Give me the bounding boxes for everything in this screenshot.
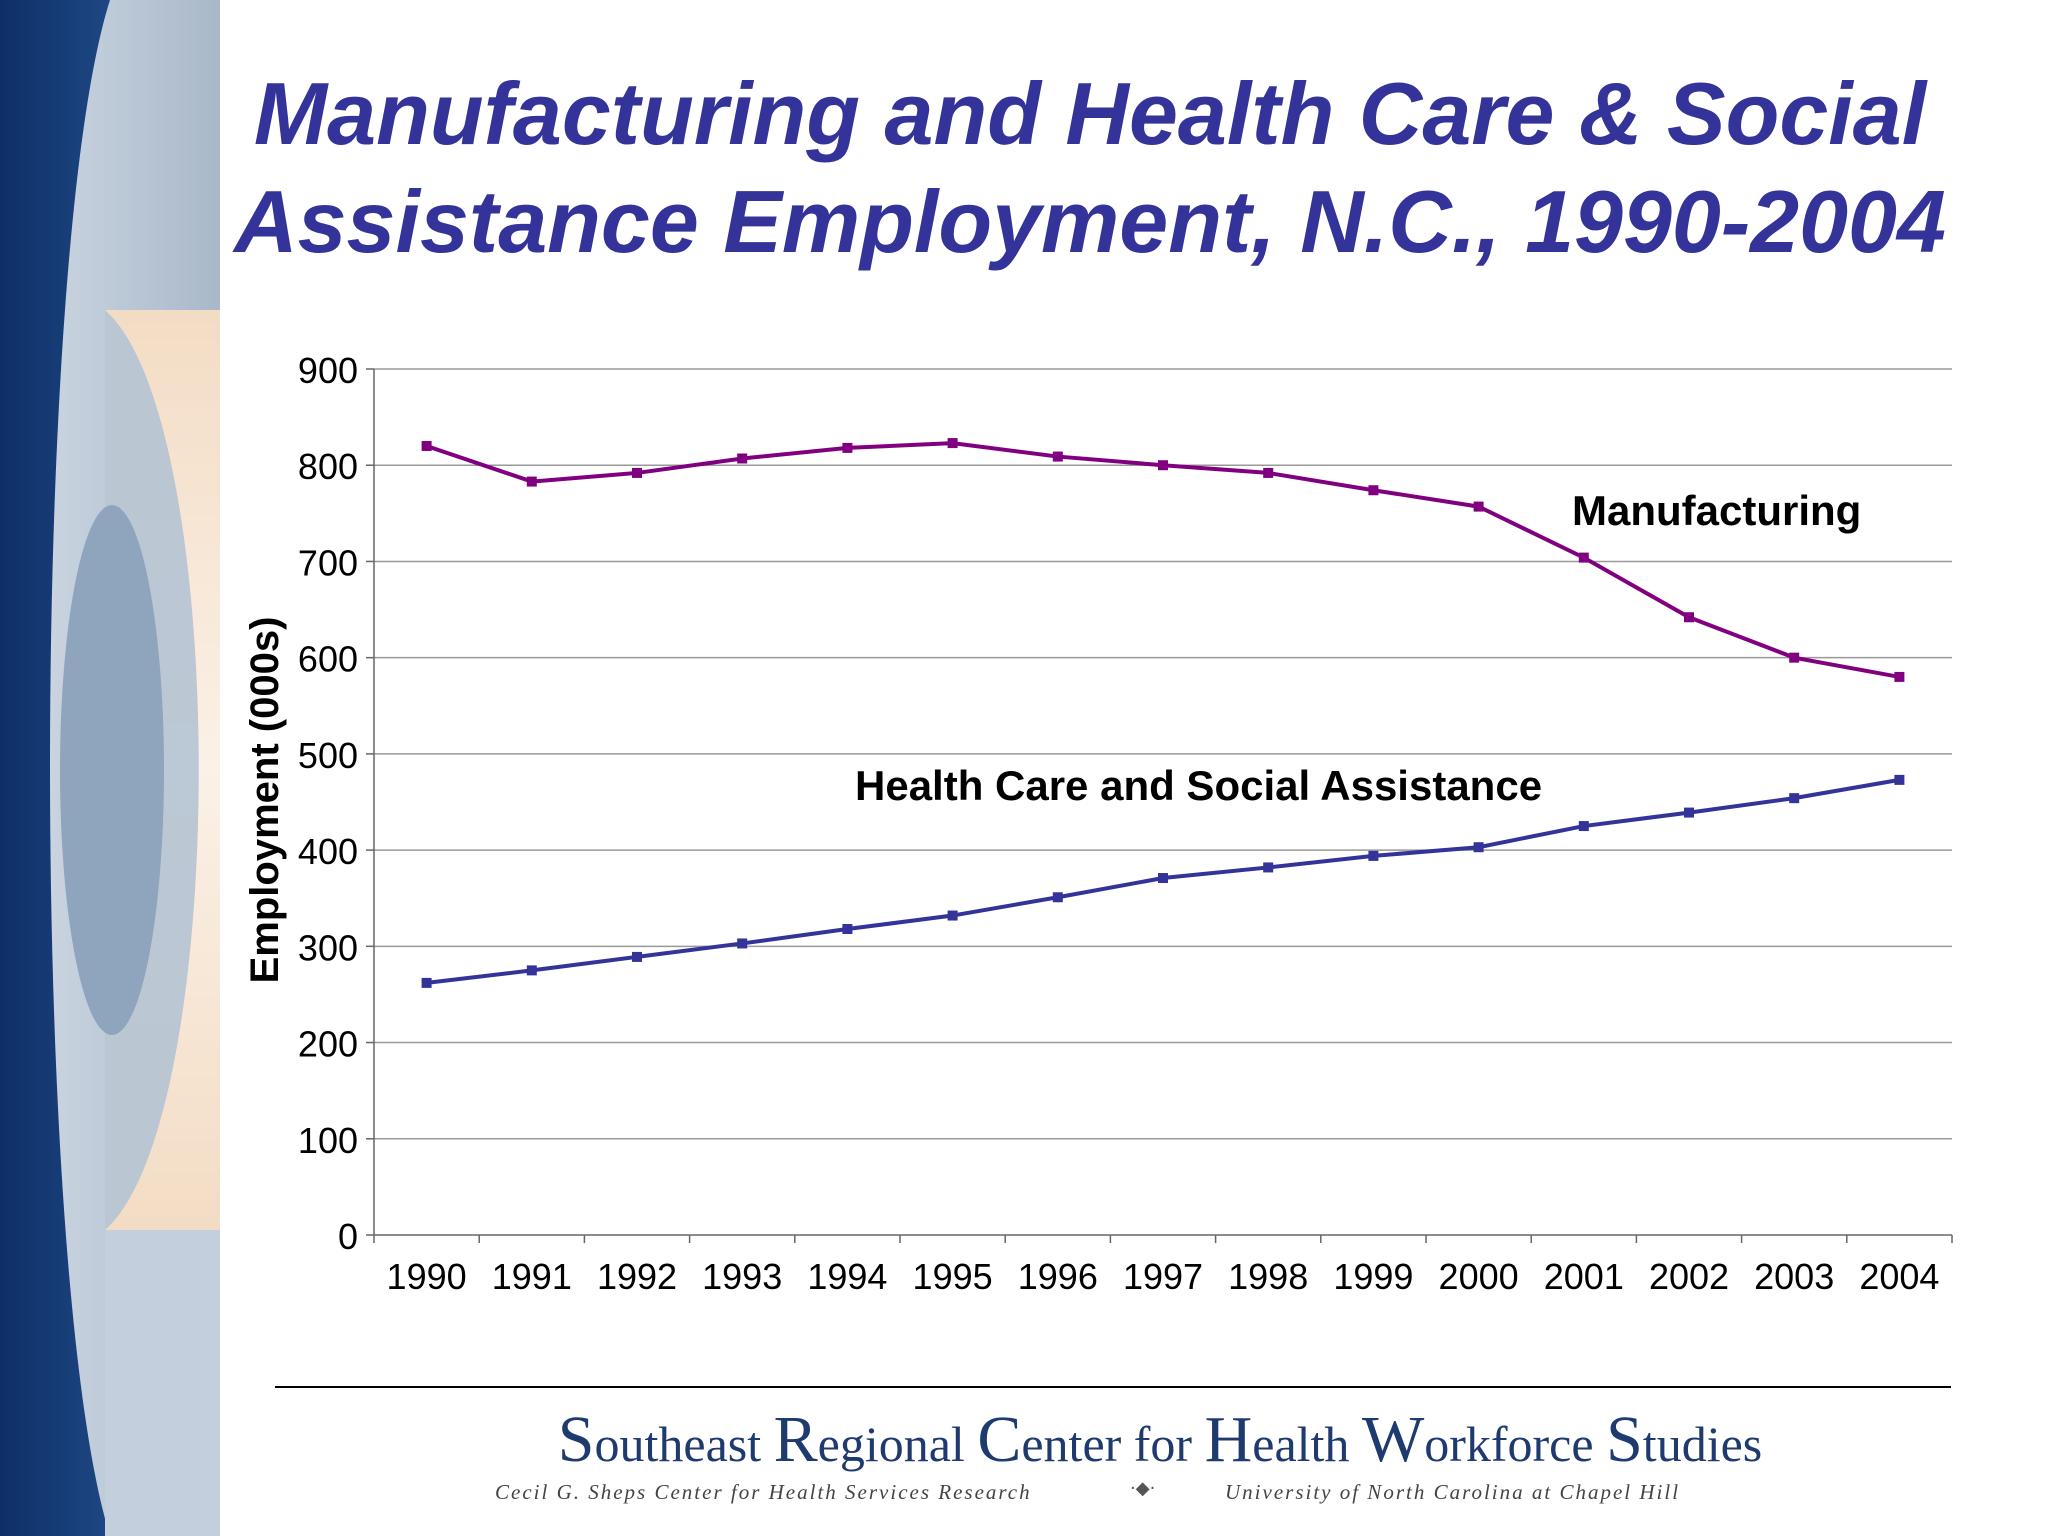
data-point-manufacturing [1368, 485, 1379, 496]
data-point-manufacturing [1578, 552, 1589, 563]
data-point-manufacturing [1052, 451, 1063, 462]
y-axis-label: Employment (000s) [243, 617, 287, 984]
gridlines [374, 368, 1952, 1140]
x-tick-label: 1992 [597, 1256, 677, 1297]
footer-name-capital: S [557, 1403, 595, 1476]
data-point-manufacturing [1158, 460, 1168, 471]
footer-name-word: enter for [1021, 1416, 1205, 1472]
series-label-manufacturing: Manufacturing [1572, 487, 1861, 534]
footer-name-capital: R [773, 1403, 818, 1476]
data-point-manufacturing [1684, 612, 1694, 623]
x-tick-label: 2003 [1754, 1256, 1834, 1297]
footer-name-word: orkforce [1424, 1416, 1607, 1472]
footer-name-capital: C [977, 1403, 1022, 1476]
footer-organization-name: Southeast Regional Center for Health Wor… [490, 1402, 1830, 1478]
slide-title: Manufacturing and Health Care & Social A… [234, 64, 1946, 271]
x-tick-label: 2002 [1649, 1256, 1729, 1297]
footer-name-capital: H [1204, 1403, 1253, 1476]
y-tick-label: 100 [298, 1120, 358, 1161]
data-point-manufacturing [1894, 671, 1905, 682]
data-point-manufacturing [1263, 467, 1274, 478]
data-point-health-care [842, 924, 853, 935]
data-point-health-care [1368, 850, 1379, 861]
footer-divider [275, 1386, 1951, 1388]
data-point-manufacturing [632, 467, 642, 478]
x-tick-label: 1994 [807, 1256, 887, 1297]
data-point-manufacturing [421, 440, 432, 451]
y-tick-label: 200 [298, 1024, 358, 1065]
x-tick-label: 2001 [1544, 1256, 1624, 1297]
footer-name-word: tudies [1642, 1416, 1763, 1472]
y-tick-label: 600 [298, 639, 358, 680]
series-label-health-care: Health Care and Social Assistance [855, 762, 1542, 809]
y-tick-label: 500 [298, 735, 358, 776]
footer-name-word: outheast [594, 1416, 774, 1472]
data-point-manufacturing [526, 476, 537, 487]
data-point-health-care [421, 977, 432, 988]
x-tick-label: 1999 [1333, 1256, 1413, 1297]
footer-separator: ·◆· [1130, 1478, 1156, 1499]
data-point-health-care [1263, 862, 1274, 873]
series-lines [421, 438, 1905, 988]
data-point-health-care [1578, 821, 1589, 832]
footer-subtitle-right: University of North Carolina at Chapel H… [1225, 1480, 1681, 1504]
y-tick-label: 0 [338, 1216, 358, 1257]
series-line-manufacturing [425, 441, 1900, 679]
footer-name-capital: W [1361, 1403, 1425, 1476]
data-point-manufacturing [842, 442, 853, 453]
y-tick-label: 300 [298, 927, 358, 968]
data-point-health-care [1789, 793, 1800, 804]
x-tick-label: 1991 [492, 1256, 572, 1297]
data-point-manufacturing [1789, 652, 1800, 663]
data-point-health-care [1684, 807, 1694, 818]
x-tick-label: 2000 [1439, 1256, 1519, 1297]
data-point-health-care [1158, 873, 1168, 884]
x-tick-label: 2004 [1859, 1256, 1939, 1297]
x-tick-label: 1993 [702, 1256, 782, 1297]
data-point-manufacturing [1473, 501, 1484, 512]
x-tick-label: 1990 [387, 1256, 467, 1297]
data-point-health-care [1473, 842, 1484, 853]
data-point-manufacturing [737, 453, 748, 464]
data-point-health-care [526, 965, 537, 976]
footer-name-capital: S [1606, 1403, 1643, 1476]
data-point-health-care [1894, 774, 1905, 785]
y-tick-label: 800 [298, 446, 358, 487]
x-tick-label: 1996 [1018, 1256, 1098, 1297]
data-point-health-care [737, 938, 748, 949]
data-point-health-care [632, 951, 642, 962]
data-point-manufacturing [947, 438, 958, 449]
x-tick-label: 1997 [1123, 1256, 1203, 1297]
footer-name-word: egional [817, 1416, 978, 1472]
x-tick-label: 1995 [913, 1256, 993, 1297]
y-tick-label: 900 [298, 350, 358, 391]
x-tick-label: 1998 [1228, 1256, 1308, 1297]
data-point-health-care [1052, 892, 1063, 903]
oval-shape [60, 505, 164, 1035]
footer-subtitle-left: Cecil G. Sheps Center for Health Service… [495, 1480, 1032, 1504]
data-point-health-care [947, 910, 958, 921]
y-tick-label: 400 [298, 831, 358, 872]
y-tick-label: 700 [298, 542, 358, 583]
axes: 0 100 200 300 400 500 600 700 800 900 1990 1991 1992… [298, 350, 1953, 1297]
footer-name-word: ealth [1252, 1416, 1362, 1472]
